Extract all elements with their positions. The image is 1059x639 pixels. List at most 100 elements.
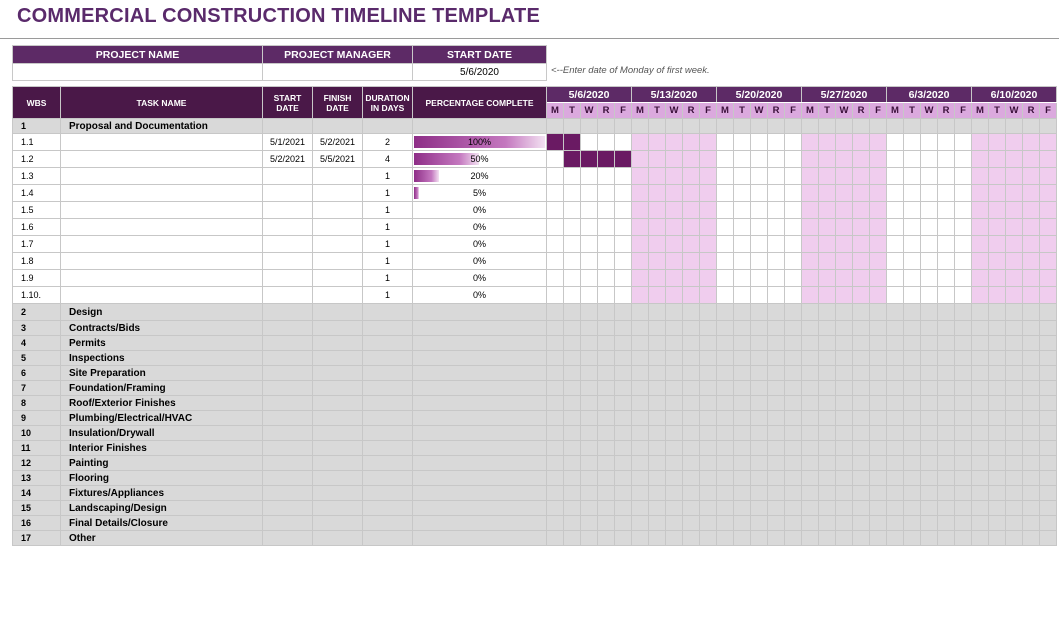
day-cell[interactable] [648, 530, 666, 546]
day-cell[interactable] [1005, 455, 1023, 471]
task-name-cell[interactable]: Permits [60, 335, 263, 351]
day-cell[interactable] [937, 269, 955, 287]
day-cell[interactable] [1005, 425, 1023, 441]
start-date-cell[interactable] [262, 235, 313, 253]
day-cell[interactable] [869, 485, 887, 501]
task-name-cell[interactable]: Fixtures/Appliances [60, 485, 263, 501]
day-cell[interactable] [1022, 303, 1040, 321]
day-cell[interactable] [614, 410, 632, 426]
day-cell[interactable] [546, 286, 564, 304]
day-cell[interactable] [1005, 410, 1023, 426]
day-cell[interactable] [665, 410, 683, 426]
day-cell[interactable] [580, 269, 598, 287]
day-cell[interactable] [631, 269, 649, 287]
day-cell[interactable] [886, 395, 904, 411]
day-cell[interactable] [886, 365, 904, 381]
day-cell[interactable] [869, 395, 887, 411]
day-cell[interactable] [852, 269, 870, 287]
day-cell[interactable] [580, 286, 598, 304]
day-cell[interactable] [733, 269, 751, 287]
day-cell[interactable] [818, 303, 836, 321]
day-cell[interactable] [852, 303, 870, 321]
duration-cell[interactable] [362, 530, 413, 546]
day-cell[interactable] [546, 118, 564, 134]
day-cell[interactable] [937, 350, 955, 366]
day-cell[interactable] [716, 269, 734, 287]
day-cell[interactable] [971, 235, 989, 253]
day-cell[interactable] [886, 440, 904, 456]
day-cell[interactable] [546, 440, 564, 456]
day-cell[interactable] [580, 303, 598, 321]
day-cell[interactable] [699, 500, 717, 516]
day-cell[interactable] [903, 380, 921, 396]
day-cell[interactable] [716, 380, 734, 396]
day-cell[interactable] [716, 470, 734, 486]
wbs-cell[interactable]: 9 [12, 410, 61, 426]
day-cell[interactable] [903, 150, 921, 168]
day-cell[interactable] [682, 184, 700, 202]
day-cell[interactable] [631, 335, 649, 351]
day-cell[interactable] [648, 410, 666, 426]
day-cell[interactable] [988, 201, 1006, 219]
finish-date-cell[interactable] [312, 515, 363, 531]
duration-cell[interactable] [362, 365, 413, 381]
day-cell[interactable] [733, 167, 751, 185]
day-cell[interactable] [1005, 184, 1023, 202]
day-cell[interactable] [818, 235, 836, 253]
day-cell[interactable] [716, 500, 734, 516]
day-cell[interactable] [682, 470, 700, 486]
day-cell[interactable] [563, 235, 581, 253]
day-cell[interactable] [852, 184, 870, 202]
day-cell[interactable] [597, 252, 615, 270]
day-cell[interactable] [716, 335, 734, 351]
day-cell[interactable] [852, 395, 870, 411]
start-date-cell[interactable] [262, 303, 313, 321]
day-cell[interactable] [988, 235, 1006, 253]
day-cell[interactable] [920, 440, 938, 456]
day-cell[interactable] [920, 425, 938, 441]
day-cell[interactable] [852, 235, 870, 253]
day-cell[interactable] [920, 530, 938, 546]
day-cell[interactable] [631, 530, 649, 546]
day-cell[interactable] [954, 425, 972, 441]
day-cell[interactable] [563, 440, 581, 456]
day-cell[interactable] [818, 440, 836, 456]
day-cell[interactable] [563, 380, 581, 396]
day-cell[interactable] [716, 410, 734, 426]
day-cell[interactable] [563, 118, 581, 134]
task-name-cell[interactable] [60, 184, 263, 202]
day-cell[interactable] [1022, 235, 1040, 253]
day-cell[interactable] [648, 167, 666, 185]
finish-date-cell[interactable] [312, 218, 363, 236]
day-cell[interactable] [1022, 410, 1040, 426]
day-cell[interactable] [903, 118, 921, 134]
day-cell[interactable] [869, 410, 887, 426]
duration-cell[interactable] [362, 380, 413, 396]
task-name-cell[interactable] [60, 150, 263, 168]
day-cell[interactable] [988, 455, 1006, 471]
day-cell[interactable] [750, 470, 768, 486]
day-cell[interactable] [716, 184, 734, 202]
day-cell[interactable] [563, 269, 581, 287]
day-cell[interactable] [750, 286, 768, 304]
percent-complete-cell[interactable] [412, 530, 547, 546]
day-cell[interactable] [580, 335, 598, 351]
duration-cell[interactable] [362, 440, 413, 456]
task-name-cell[interactable]: Landscaping/Design [60, 500, 263, 516]
day-cell[interactable] [784, 440, 802, 456]
duration-cell[interactable] [362, 118, 413, 134]
day-cell[interactable] [563, 470, 581, 486]
day-cell[interactable] [716, 320, 734, 336]
day-cell[interactable] [631, 150, 649, 168]
day-cell[interactable] [988, 500, 1006, 516]
day-cell[interactable] [750, 500, 768, 516]
day-cell[interactable] [801, 269, 819, 287]
day-cell[interactable] [988, 425, 1006, 441]
day-cell[interactable] [699, 455, 717, 471]
day-cell[interactable] [1022, 335, 1040, 351]
day-cell[interactable] [580, 167, 598, 185]
day-cell[interactable] [716, 515, 734, 531]
day-cell[interactable] [886, 150, 904, 168]
day-cell[interactable] [580, 410, 598, 426]
day-cell[interactable] [750, 365, 768, 381]
